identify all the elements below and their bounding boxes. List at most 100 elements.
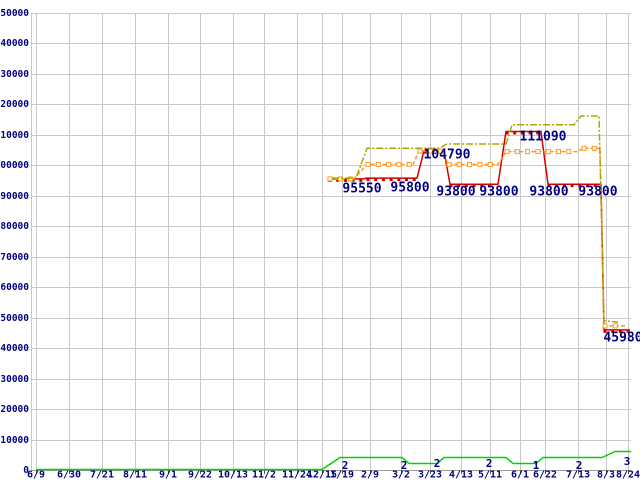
y-tick-label: 10000 (0, 435, 29, 446)
marker-filled-square (336, 178, 340, 182)
marker-filled-square (578, 184, 582, 188)
marker-open-square (566, 149, 572, 155)
marker-filled-square (536, 131, 540, 135)
marker-filled-square (343, 178, 347, 182)
data-label-93800: 93800 (479, 185, 518, 200)
x-tick-label: 7/13 (566, 470, 590, 480)
y-tick-label: 110000 (0, 130, 29, 141)
marker-open-square (438, 148, 444, 154)
marker-open-square (556, 149, 561, 155)
marker-open-square (406, 161, 412, 167)
x-tick-label: 6/1 (511, 470, 529, 480)
y-tick-label: 20000 (0, 404, 29, 415)
marker-filled-square (528, 131, 532, 135)
series-line-price-olive (332, 115, 619, 323)
data-label-95800: 95800 (390, 181, 429, 196)
y-tick-label: 120000 (0, 99, 29, 110)
data-label-2: 2 (576, 459, 583, 472)
marker-filled-square (374, 178, 378, 182)
marker-filled-square (603, 329, 607, 333)
marker-open-square (348, 176, 354, 182)
marker-open-square (446, 161, 452, 167)
marker-filled-square (423, 150, 427, 154)
marker-open-square (581, 145, 587, 151)
marker-filled-square (570, 184, 574, 188)
data-label-1: 1 (533, 459, 540, 472)
x-tick-label: 10/13 (218, 470, 248, 480)
marker-filled-square (359, 178, 363, 182)
x-tick-label: 11/2 (252, 470, 276, 480)
marker-filled-square (405, 178, 408, 182)
series-line-price-red (329, 130, 630, 331)
y-tick-label: 30000 (0, 374, 29, 385)
x-tick-label: 4/13 (449, 470, 473, 480)
marker-filled-square (457, 184, 461, 188)
y-tick-label: 60000 (0, 282, 29, 293)
data-label-2: 2 (342, 459, 349, 472)
x-tick-label: 6/30 (57, 470, 81, 480)
marker-filled-square (505, 131, 509, 135)
data-label-93800: 93800 (529, 185, 568, 200)
data-label-3: 3 (624, 455, 631, 468)
marker-filled-square (611, 329, 615, 333)
marker-filled-square (555, 184, 559, 188)
marker-open-square (327, 176, 333, 182)
marker-filled-square (593, 184, 597, 188)
x-tick-label: 8/3 (597, 470, 615, 480)
marker-filled-square (547, 184, 551, 188)
data-label-2: 2 (486, 457, 493, 470)
marker-filled-square (381, 178, 385, 182)
x-tick-label: 5/11 (478, 470, 502, 480)
marker-filled-square (472, 184, 476, 188)
data-label-93800: 93800 (578, 185, 617, 200)
marker-open-square (477, 161, 483, 167)
marker-open-square (467, 161, 473, 167)
marker-filled-square (626, 329, 630, 333)
y-tick-label: 150000 (0, 8, 29, 19)
marker-open-square (375, 161, 381, 167)
x-tick-label: 1/19 (330, 470, 354, 480)
y-tick-label: 70000 (0, 252, 29, 263)
data-label-2: 2 (401, 459, 408, 472)
data-label-104790: 104790 (424, 148, 471, 163)
marker-open-square (365, 161, 371, 167)
marker-filled-square (449, 184, 453, 188)
y-tick-label: 0 (23, 465, 29, 476)
data-label-93800: 93800 (436, 185, 475, 200)
marker-open-square (504, 149, 510, 155)
series-line-price-orange (329, 147, 625, 327)
marker-open-square (386, 161, 392, 167)
marker-filled-square (618, 329, 622, 333)
marker-open-square (337, 176, 343, 182)
marker-filled-square (464, 184, 468, 188)
x-tick-label: 3/23 (418, 470, 442, 480)
marker-open-square (612, 323, 618, 329)
marker-filled-square (480, 184, 484, 188)
y-tick-label: 40000 (0, 343, 29, 354)
data-label-45980: 45980 (603, 331, 640, 346)
marker-open-square (545, 149, 551, 155)
marker-filled-square (412, 178, 416, 182)
y-tick-label: 50000 (0, 313, 29, 324)
marker-open-square (535, 149, 541, 155)
x-tick-label: 2/9 (361, 470, 379, 480)
y-tick-label: 140000 (0, 38, 29, 49)
marker-filled-square (397, 178, 401, 182)
marker-filled-square (488, 184, 491, 188)
series-line-count-green (36, 450, 631, 471)
marker-open-square (591, 145, 597, 151)
y-tick-label: 100000 (0, 160, 29, 171)
marker-open-square (602, 323, 608, 329)
x-tick-label: 7/21 (90, 470, 114, 480)
y-tick-label: 80000 (0, 221, 29, 232)
data-label-2: 2 (434, 457, 441, 470)
x-tick-label: 8/11 (123, 470, 147, 480)
y-tick-label: 130000 (0, 69, 29, 80)
data-label-95550: 95550 (342, 182, 381, 197)
marker-open-square (417, 148, 423, 154)
x-tick-label: 6/9 (27, 470, 45, 480)
y-tick-label: 90000 (0, 191, 29, 202)
x-tick-label: 9/22 (188, 470, 212, 480)
